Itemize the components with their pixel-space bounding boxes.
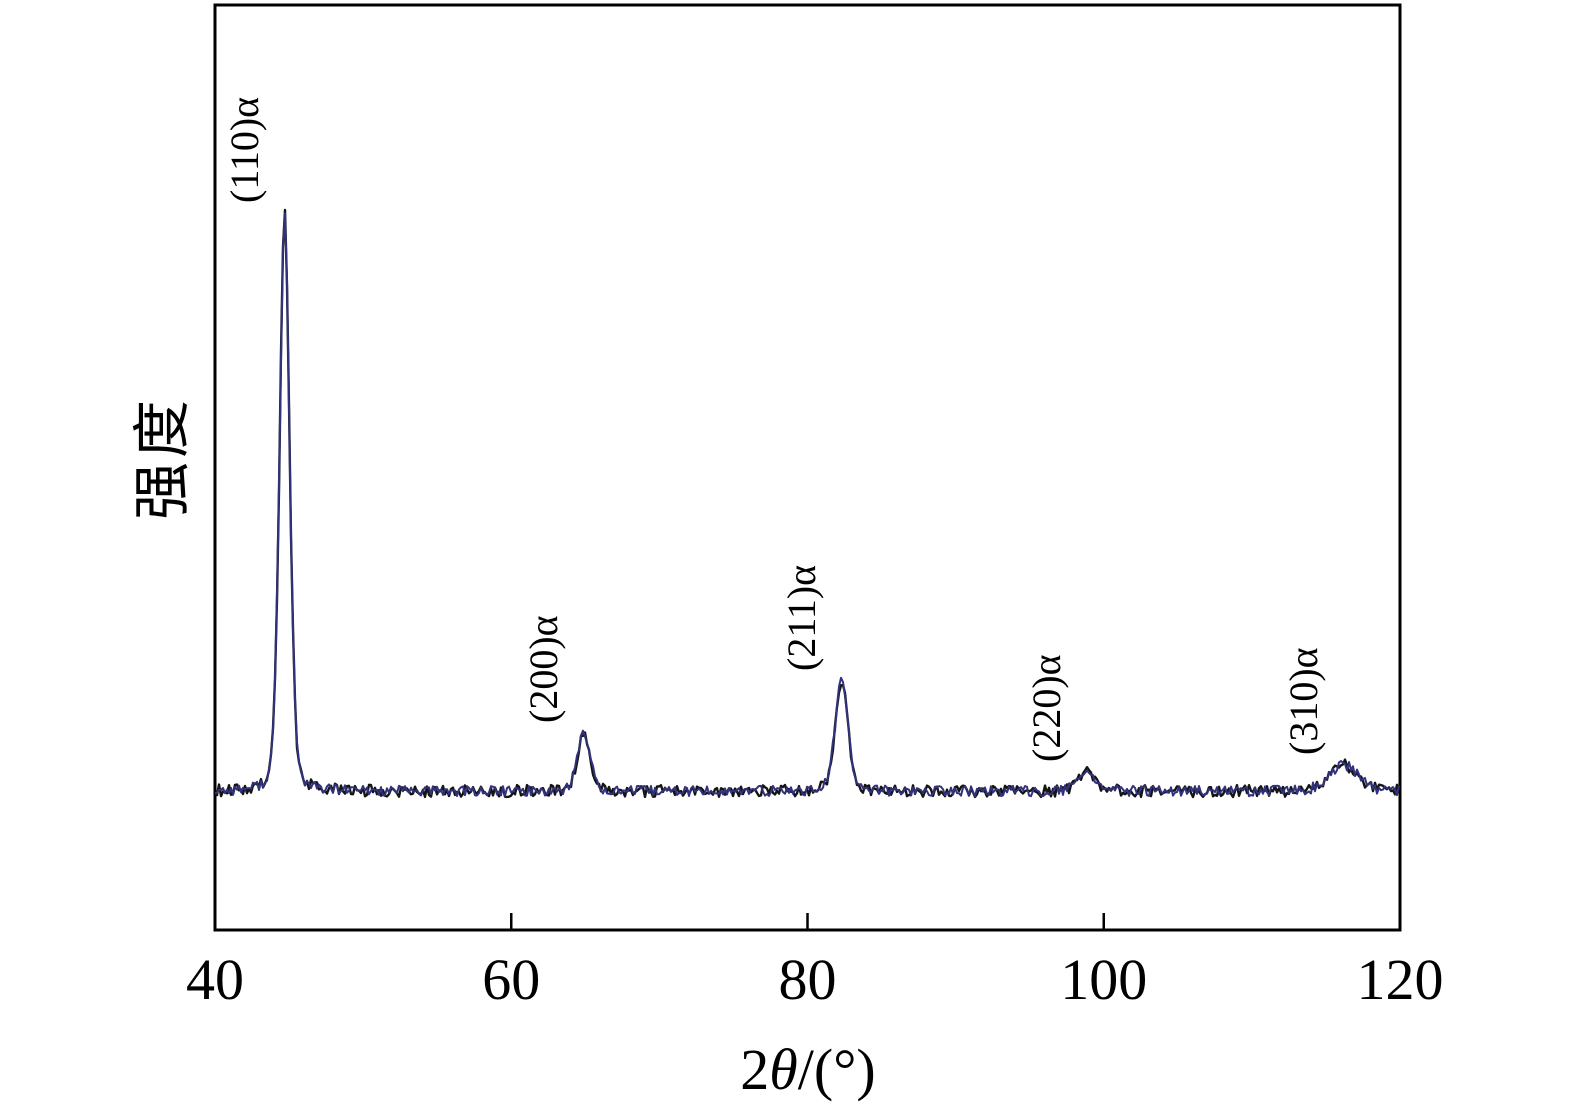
x-axis-label-theta: θ xyxy=(769,1037,798,1102)
peak-label: (310)α xyxy=(1280,647,1326,756)
x-tick-label: 60 xyxy=(482,947,541,1012)
peak-label: (220)α xyxy=(1024,653,1070,762)
xrd-trace-blue xyxy=(215,212,1400,798)
peak-label: (110)α xyxy=(221,97,267,204)
x-axis-label-part: /(°) xyxy=(797,1037,876,1102)
plot-border xyxy=(213,3,1402,932)
xrd-trace-black xyxy=(214,208,1401,799)
x-tick-label: 120 xyxy=(1356,947,1444,1012)
y-axis-label: 强度 xyxy=(130,395,195,521)
x-axis-label-part: 2 xyxy=(740,1037,770,1102)
x-tick-label: 40 xyxy=(186,947,244,1012)
peak-label: (211)α xyxy=(778,565,824,672)
peak-label: (200)α xyxy=(520,615,566,724)
x-axis-label: 2θ/(°) xyxy=(740,1036,875,1103)
x-tick-label: 80 xyxy=(778,947,837,1012)
x-tick-label: 100 xyxy=(1060,947,1148,1012)
